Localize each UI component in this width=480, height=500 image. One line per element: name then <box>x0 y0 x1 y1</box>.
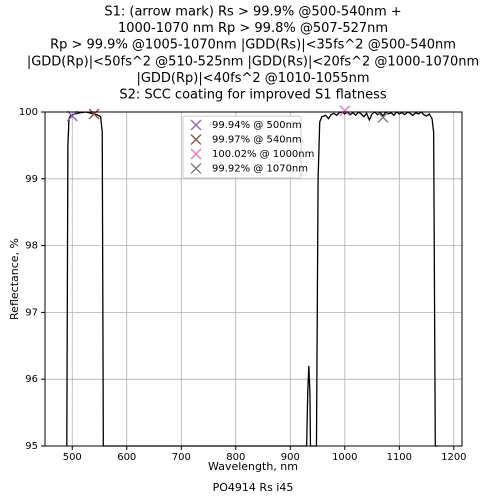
legend-marker <box>190 163 202 174</box>
legend-label: 99.97% @ 540nm <box>212 135 302 146</box>
title-line: |GDD(Rp)|<50fs^2 @510-525nm |GDD(Rs)|<20… <box>27 54 479 69</box>
y-tick-label: 99 <box>25 174 38 185</box>
title-line: |GDD(Rp)|<40fs^2 @1010-1055nm <box>136 71 369 86</box>
y-tick-label: 98 <box>25 241 38 252</box>
marker <box>66 110 78 122</box>
plot-frame <box>44 111 463 447</box>
x-axis-label: Wavelength, nm <box>208 460 298 473</box>
x-tick-label: 800 <box>226 452 245 463</box>
y-tick-label: 97 <box>25 307 38 318</box>
reflectance-curve <box>66 111 438 447</box>
x-tick-label: 500 <box>63 452 82 463</box>
legend-label: 99.94% @ 500nm <box>212 120 302 131</box>
y-axis-label: Reflectance, % <box>8 238 21 320</box>
title-line: S1: (arrow mark) Rs > 99.9% @500-540nm + <box>104 5 401 20</box>
caption: PO4914 Rs i45 <box>213 481 294 494</box>
legend-label: 99.92% @ 1070nm <box>212 164 308 175</box>
legend-marker <box>190 148 202 160</box>
x-tick-label: 900 <box>281 452 300 463</box>
title-line: S2: SCC coating for improved S1 flatness <box>119 88 387 103</box>
legend-label: 100.02% @ 1000nm <box>212 149 314 160</box>
title-line: 1000-1070 nm Rp > 99.8% @507-527nm <box>118 21 388 36</box>
title-line: Rp > 99.9% @1005-1070nm |GDD(Rs)|<35fs^2… <box>50 38 456 53</box>
x-tick-label: 1200 <box>441 452 466 463</box>
marker <box>339 105 351 117</box>
legend-marker <box>190 134 202 145</box>
y-tick-label: 96 <box>25 374 38 385</box>
y-tick-label: 100 <box>19 107 38 118</box>
x-tick-label: 1100 <box>387 452 412 463</box>
x-tick-label: 600 <box>117 452 136 463</box>
legend-marker <box>190 119 202 131</box>
y-tick-label: 95 <box>25 441 38 452</box>
x-tick-label: 700 <box>172 452 191 463</box>
legend-box <box>182 115 302 179</box>
marker <box>377 111 389 123</box>
marker <box>88 108 100 120</box>
x-tick-label: 1000 <box>332 452 357 463</box>
